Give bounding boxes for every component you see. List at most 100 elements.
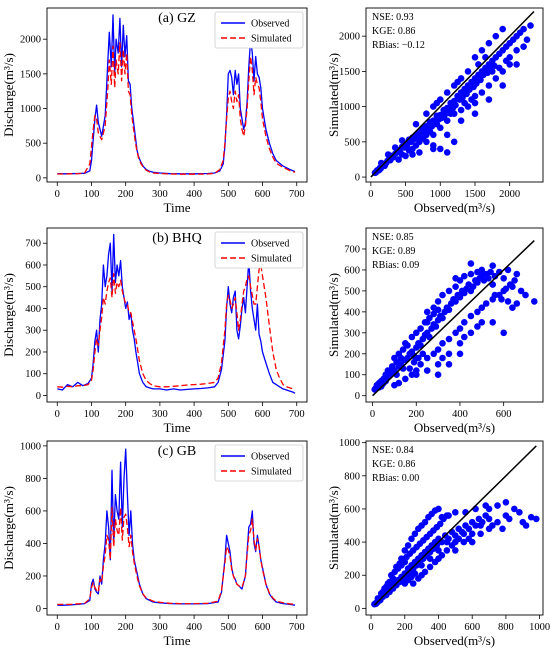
data-point (461, 333, 468, 341)
axes-frame (46, 7, 308, 183)
data-point (440, 113, 448, 121)
data-point (419, 350, 427, 358)
data-point (391, 144, 399, 151)
plot-area (370, 10, 535, 178)
y-tick-label: 300 (344, 328, 360, 339)
x-axis-label: Time (164, 200, 191, 215)
x-tick-label: 600 (464, 622, 480, 633)
data-point (492, 75, 500, 82)
y-tick-label: 500 (344, 286, 360, 297)
data-point (485, 39, 493, 47)
y-tick-label: 800 (25, 474, 41, 485)
data-point (478, 89, 486, 96)
data-point (475, 61, 482, 68)
data-point (430, 142, 437, 149)
data-point (438, 552, 446, 559)
data-point (443, 538, 451, 546)
x-tick-label: 2000 (499, 189, 520, 200)
legend-box (214, 444, 304, 482)
y-tick-label: 0 (36, 173, 41, 184)
plot-area (57, 14, 296, 175)
data-point (485, 275, 492, 282)
data-point (399, 365, 407, 372)
data-point (460, 538, 468, 546)
data-point (513, 300, 521, 307)
data-point (498, 296, 505, 303)
data-point (443, 149, 451, 156)
x-tick-label: 300 (152, 622, 168, 633)
y-tick-label: 1000 (339, 438, 360, 449)
data-point (402, 152, 409, 160)
data-point (452, 283, 459, 291)
data-point (467, 270, 475, 278)
x-axis-label: Time (164, 420, 191, 435)
data-point (494, 518, 501, 526)
panel-3: 0 100 200 300 400 500 600 700 0 100 200 300 400 500 60… (1, 227, 308, 435)
legend-box (214, 11, 304, 49)
x-tick-label: 700 (289, 409, 305, 420)
y-tick-label: 500 (25, 139, 41, 150)
data-point (461, 99, 468, 107)
data-point (417, 361, 424, 368)
data-point (499, 82, 507, 89)
series-simulated-line (57, 507, 296, 606)
y-tick-label: 0 (355, 604, 360, 615)
series-observed-line (57, 14, 296, 175)
data-point (443, 547, 451, 554)
data-point (500, 329, 508, 337)
data-point (522, 522, 530, 529)
data-point (499, 525, 506, 533)
y-tick-label: 300 (25, 326, 41, 337)
data-point (412, 142, 420, 149)
data-point (492, 32, 500, 40)
x-tick-label: 200 (408, 409, 424, 420)
x-tick-label: 700 (289, 189, 305, 200)
y-tick-label: 600 (344, 265, 360, 276)
data-point (426, 128, 434, 135)
data-point (517, 287, 525, 295)
x-tick-label: 0 (55, 409, 60, 420)
data-point (456, 340, 464, 347)
data-point (445, 335, 453, 343)
data-point (477, 76, 484, 84)
data-point (478, 47, 486, 54)
y-tick-label: 200 (344, 349, 360, 360)
data-point (410, 358, 418, 366)
data-point (533, 515, 540, 523)
data-point (468, 530, 476, 538)
data-point (509, 304, 516, 312)
y-axis-label: Discharge(m³/s) (1, 53, 16, 137)
legend-label-observed: Observed (251, 239, 289, 250)
data-point (426, 555, 434, 562)
data-point (504, 298, 512, 305)
data-point (433, 542, 441, 549)
data-point (450, 138, 458, 146)
data-point (411, 570, 419, 577)
data-point (426, 563, 434, 571)
y-tick-label: 700 (344, 244, 360, 255)
data-point (485, 525, 493, 533)
data-point (499, 25, 507, 33)
data-point (460, 530, 468, 538)
data-point (433, 99, 441, 107)
y-axis-label: Simulated(m³/s) (326, 53, 341, 137)
x-tick-label: 400 (431, 622, 447, 633)
stat-annotation: RBias: −0.12 (372, 40, 425, 51)
data-point (482, 54, 489, 61)
data-point (467, 312, 475, 320)
x-axis-label: Observed(m³/s) (414, 420, 495, 435)
y-axis-label: Simulated(m³/s) (326, 273, 341, 357)
y-tick-label: 1000 (20, 441, 41, 452)
x-tick-label: 800 (498, 622, 514, 633)
data-point (404, 342, 411, 349)
y-tick-label: 400 (25, 304, 41, 315)
x-tick-label: 500 (220, 622, 236, 633)
data-point (485, 515, 493, 523)
data-point (506, 281, 514, 288)
x-tick-label: 200 (118, 409, 134, 420)
data-point (527, 513, 535, 521)
data-point (487, 268, 494, 276)
data-point (373, 381, 381, 389)
x-tick-label: 600 (255, 189, 271, 200)
data-point (398, 137, 406, 144)
